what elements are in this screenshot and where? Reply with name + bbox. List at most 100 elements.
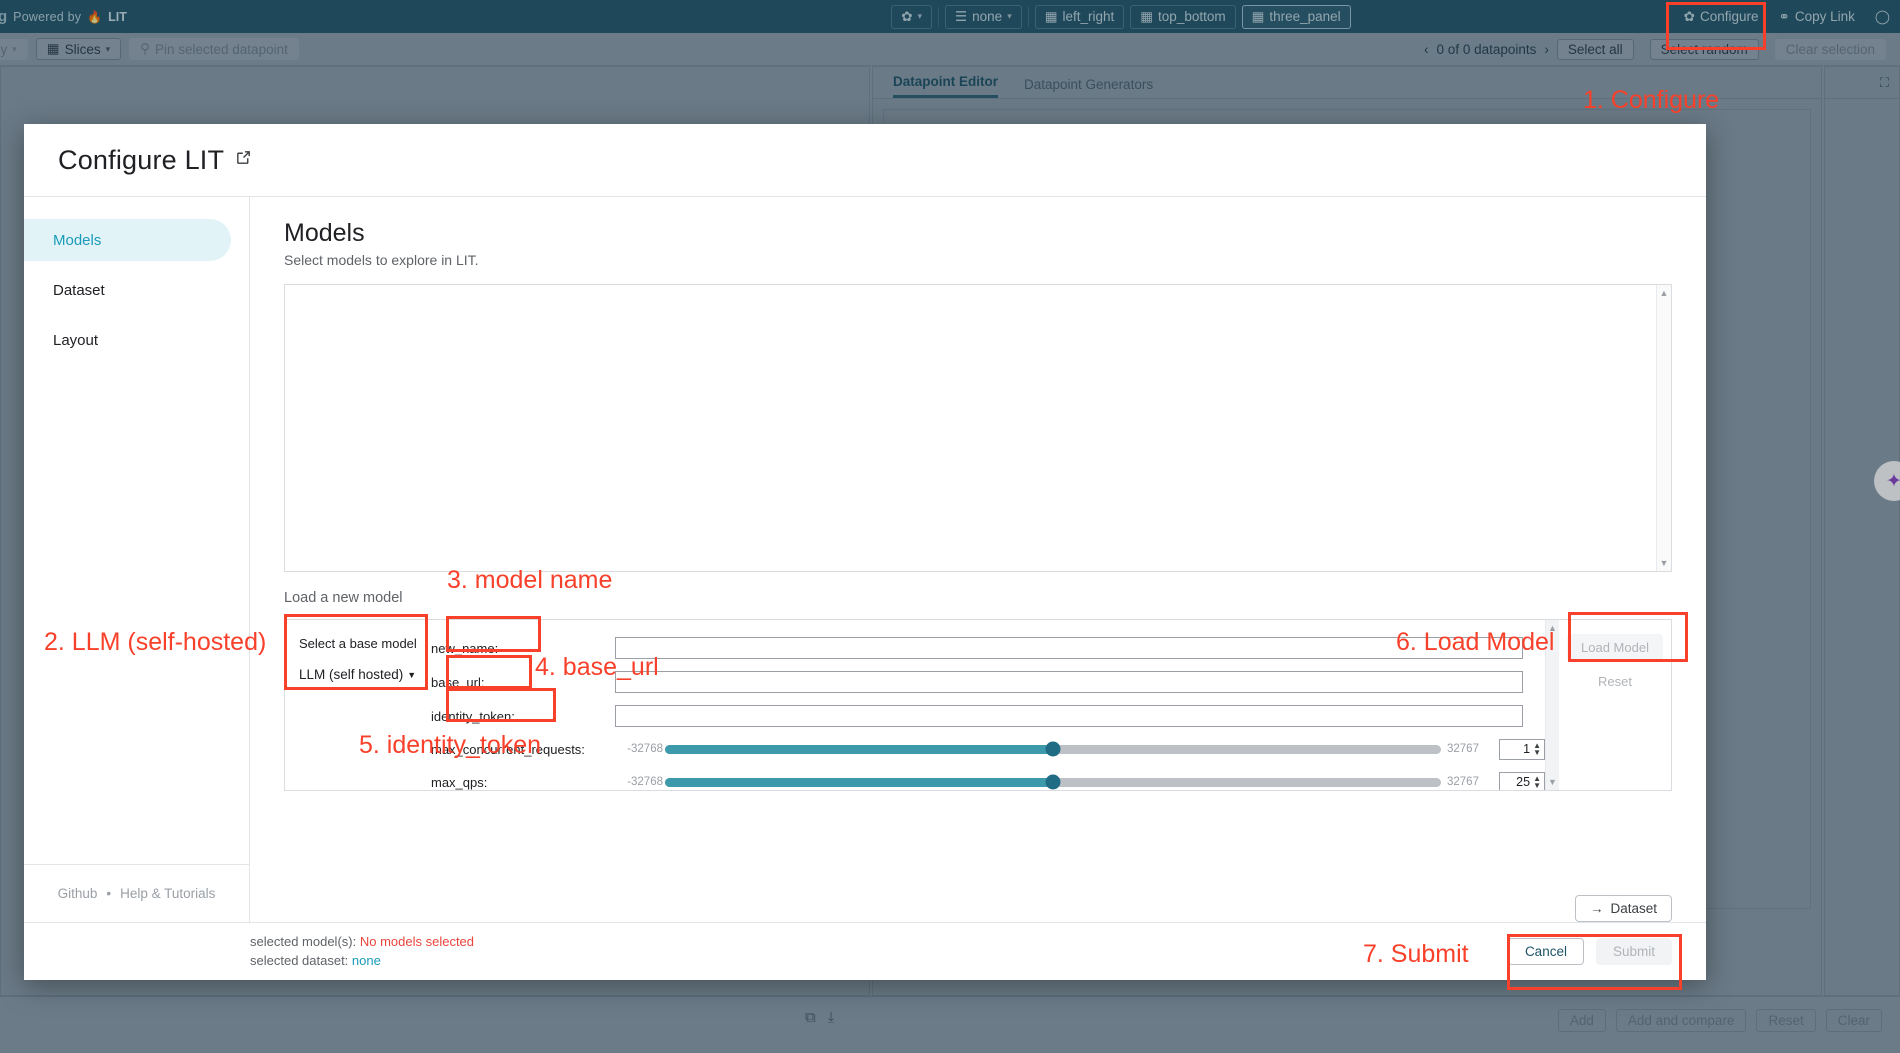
base-model-label: Select a base model xyxy=(299,636,417,651)
slider-handle[interactable] xyxy=(1045,741,1061,757)
chevron-down-icon: ▾ xyxy=(105,43,111,54)
dialog-footer: selected model(s): No models selected se… xyxy=(24,922,1706,980)
select-all-button[interactable]: Select all xyxy=(1556,38,1634,60)
layout-top-bottom-button[interactable]: ▦ top_bottom xyxy=(1130,4,1236,29)
dialog-footer-buttons: Cancel Submit xyxy=(1507,938,1672,965)
open-in-new-icon[interactable] xyxy=(235,149,252,171)
reset-model-button[interactable]: Reset xyxy=(1598,674,1632,689)
selected-models-value: No models selected xyxy=(359,933,475,949)
configure-button[interactable]: ✿ Configure xyxy=(1674,5,1769,29)
models-section: Models Select models to explore in LIT. … xyxy=(250,197,1706,869)
global-settings-button[interactable]: ✿ ▾ xyxy=(891,4,933,29)
arrow-right-icon: → xyxy=(1589,901,1604,916)
cancel-button[interactable]: Cancel xyxy=(1507,938,1584,965)
help-button[interactable]: ◯ xyxy=(1865,5,1900,29)
copy-icon[interactable]: ⧉ xyxy=(805,1009,816,1026)
copy-link-button[interactable]: ⚭ Copy Link xyxy=(1769,5,1865,29)
sparkle-assistant-button[interactable]: ✦ xyxy=(1874,461,1900,501)
download-icon[interactable]: ⤓ xyxy=(827,1009,835,1026)
max-qps-label: max_qps: xyxy=(431,774,488,790)
base-model-column: Select a base model LLM (self hosted) ▼ xyxy=(285,620,425,790)
tab-datapoint-editor[interactable]: Datapoint Editor xyxy=(893,74,998,98)
load-model-button-column: Load Model Reset xyxy=(1559,620,1671,790)
bottom-action-buttons: Add Add and compare Reset Clear xyxy=(1557,1009,1882,1032)
layout-left-right-button[interactable]: ▦ left_right xyxy=(1034,4,1125,29)
max-qps-stepper[interactable]: 25 ▲ ▼ xyxy=(1499,771,1545,790)
configure-lit-dialog: Configure LIT Models Dataset Layout Gith… xyxy=(24,124,1706,980)
compare-by-label: by xyxy=(0,41,8,57)
section-heading: Models xyxy=(284,219,365,247)
load-model-button[interactable]: Load Model xyxy=(1567,634,1663,661)
load-new-model-panel: Select a base model LLM (self hosted) ▼ … xyxy=(284,619,1672,791)
datapoint-count-label: 0 of 0 datapoints xyxy=(1436,41,1537,57)
robot-icon: ✿ xyxy=(901,8,913,24)
scroll-down-icon[interactable]: ▼ xyxy=(1659,558,1669,568)
max-qps-slider[interactable] xyxy=(665,774,1441,790)
layout-none-button[interactable]: ☰ none ▾ xyxy=(945,4,1022,29)
max-concurrent-requests-slider[interactable] xyxy=(665,741,1441,757)
grid-icon: ▦ xyxy=(46,41,60,56)
scroll-up-icon[interactable]: ▲ xyxy=(1548,623,1557,633)
annotation-5-identity-token: 5. identity_token xyxy=(359,731,542,759)
clear-selection-button[interactable]: Clear selection xyxy=(1774,38,1886,60)
base-url-input[interactable] xyxy=(615,671,1523,693)
models-list-scrollbar[interactable]: ▲ ▼ xyxy=(1656,285,1671,571)
max-concurrent-requests-stepper[interactable]: 1 ▲ ▼ xyxy=(1499,738,1545,760)
slider-row-max-concurrent-requests: max_concurrent_requests: -32768 32767 1 … xyxy=(425,736,1545,762)
new-name-input[interactable] xyxy=(615,637,1523,659)
next-datapoint-arrow[interactable]: › xyxy=(1544,41,1549,57)
pin-datapoint-button[interactable]: ⚲ Pin selected datapoint xyxy=(129,38,299,60)
panel-tab-strip: Datapoint Editor Datapoint Generators xyxy=(873,67,1821,99)
layout-top-bottom-label: top_bottom xyxy=(1158,9,1226,24)
sidebar-item-models[interactable]: Models xyxy=(24,219,231,261)
models-list[interactable]: ▲ ▼ xyxy=(284,284,1672,572)
pin-datapoint-label: Pin selected datapoint xyxy=(155,41,288,57)
layout-none-label: none xyxy=(972,9,1003,24)
slices-label: Slices xyxy=(64,41,101,57)
slider-handle[interactable] xyxy=(1045,774,1061,790)
layout-three-panel-label: three_panel xyxy=(1269,9,1341,24)
grid-icon: ▦ xyxy=(1140,8,1154,24)
chevron-down-icon: ▾ xyxy=(917,11,923,21)
stepper-arrows-icon[interactable]: ▲ ▼ xyxy=(1533,774,1541,790)
top-toolbar-right: ✿ ▾ ☰ none ▾ ▦ left_right ▦ top_bottom ▦… xyxy=(888,0,1900,33)
divider xyxy=(938,6,940,27)
tab-datapoint-generators[interactable]: Datapoint Generators xyxy=(1024,77,1154,92)
identity-token-input[interactable] xyxy=(615,705,1523,727)
sidebar-item-dataset[interactable]: Dataset xyxy=(53,281,105,299)
slices-button[interactable]: ▦ Slices ▾ xyxy=(35,38,122,60)
github-link[interactable]: Github xyxy=(57,886,98,901)
copy-link-label: Copy Link xyxy=(1794,9,1855,24)
scroll-down-icon[interactable]: ▼ xyxy=(1548,777,1557,787)
clear-button[interactable]: Clear xyxy=(1825,1009,1882,1032)
base-model-select[interactable]: LLM (self hosted) ▼ xyxy=(299,667,417,688)
annotation-3-model-name: 3. model name xyxy=(447,566,613,594)
layout-three-panel-button[interactable]: ▦ three_panel xyxy=(1241,4,1351,29)
next-step-row: → Dataset xyxy=(250,869,1706,922)
annotation-6-load-model: 6. Load Model xyxy=(1396,628,1555,656)
scroll-up-icon[interactable]: ▲ xyxy=(1659,288,1669,298)
submit-button[interactable]: Submit xyxy=(1595,938,1672,965)
compare-by-dropdown[interactable]: by ▾ xyxy=(0,38,28,60)
selection-toolbar: by ▾ ▦ Slices ▾ ⚲ Pin selected datapoint… xyxy=(0,33,1900,66)
selection-status: selected model(s): No models selected se… xyxy=(250,933,474,971)
help-tutorials-link[interactable]: Help & Tutorials xyxy=(120,886,216,901)
max-concurrent-requests-label: max_concurrent_requests: xyxy=(431,741,585,757)
annotation-2-llm-self-hosted: 2. LLM (self-hosted) xyxy=(44,628,267,656)
powered-by-label: Powered by xyxy=(13,9,82,24)
add-and-compare-button[interactable]: Add and compare xyxy=(1615,1009,1747,1032)
fields-scrollbar[interactable]: ▲ ▼ xyxy=(1545,620,1559,790)
selected-dataset-line: selected dataset: none xyxy=(250,952,474,971)
prev-datapoint-arrow[interactable]: ‹ xyxy=(1424,41,1429,57)
model-fields-column: new_name: base_url: identity_token: xyxy=(425,620,1545,790)
load-new-model-label: Load a new model xyxy=(284,590,403,606)
stepper-arrows-icon[interactable]: ▲ ▼ xyxy=(1533,741,1541,757)
dialog-main: Models Select models to explore in LIT. … xyxy=(250,197,1706,922)
google-logo-icon: g xyxy=(0,8,8,25)
add-button[interactable]: Add xyxy=(1557,1009,1606,1032)
reset-button[interactable]: Reset xyxy=(1756,1009,1816,1032)
fullscreen-icon[interactable]: ⛶ xyxy=(1825,67,1899,99)
chevron-down-icon: ▼ xyxy=(407,669,417,680)
go-to-dataset-button[interactable]: → Dataset xyxy=(1574,895,1672,922)
sidebar-item-layout[interactable]: Layout xyxy=(53,331,99,349)
